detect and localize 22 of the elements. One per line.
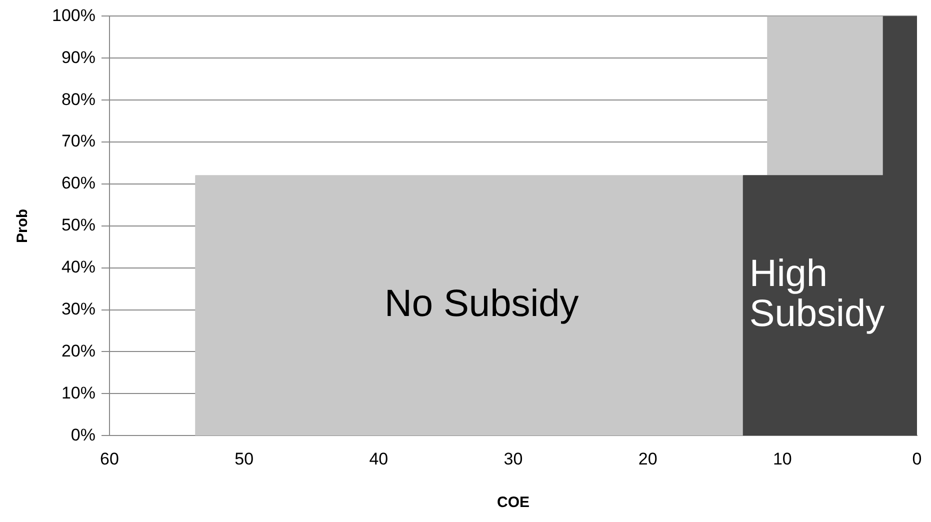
y-tick-label: 40% bbox=[61, 258, 96, 277]
x-tick-label: 60 bbox=[100, 449, 119, 468]
y-tick-label: 70% bbox=[61, 132, 96, 151]
x-tick-label: 30 bbox=[504, 449, 523, 468]
y-tick-label: 20% bbox=[61, 341, 96, 360]
series-label: High Subsidy bbox=[749, 253, 885, 336]
x-tick-label: 10 bbox=[772, 449, 792, 468]
y-tick-label: 10% bbox=[61, 383, 96, 402]
x-axis-title: COE bbox=[496, 494, 530, 512]
y-tick-label: 80% bbox=[61, 90, 96, 109]
x-tick-label: 50 bbox=[234, 449, 254, 468]
series-label: No Subsidy bbox=[384, 283, 579, 326]
x-tick-label: 20 bbox=[638, 449, 658, 468]
x-tick-label: 0 bbox=[912, 449, 922, 468]
y-tick-label: 60% bbox=[61, 174, 96, 193]
y-tick-label: 100% bbox=[52, 6, 96, 25]
x-tick-label: 40 bbox=[369, 449, 388, 468]
y-axis-title: Prob bbox=[14, 208, 32, 243]
y-tick-label: 90% bbox=[61, 48, 96, 67]
y-tick-label: 30% bbox=[61, 299, 96, 318]
y-tick-label: 0% bbox=[70, 425, 96, 444]
y-tick-label: 50% bbox=[61, 216, 96, 235]
